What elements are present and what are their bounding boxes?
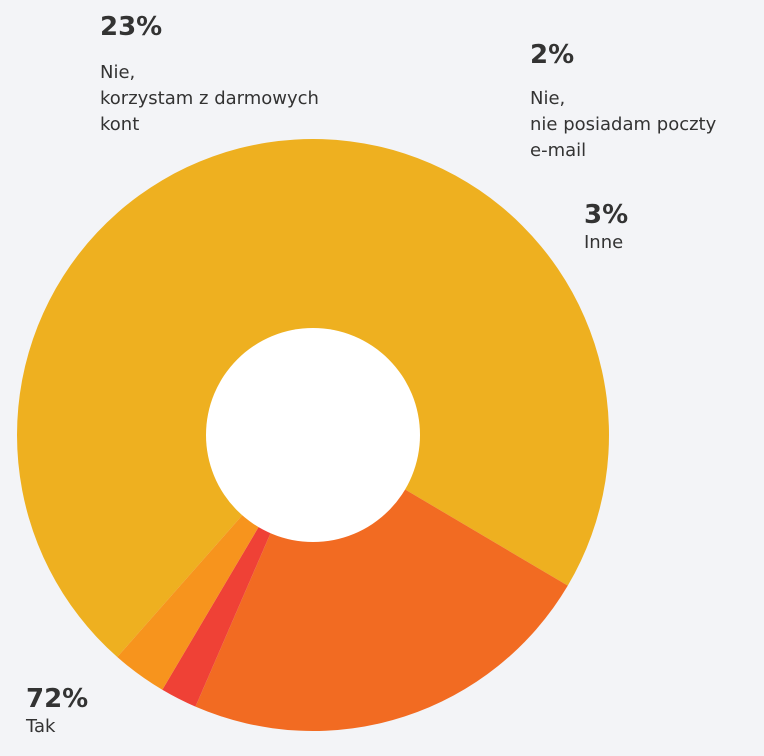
slice-label-darmowe: 23% Nie, korzystam z darmowych kont <box>100 12 319 138</box>
slice-label-brak-poczty: 2% Nie, nie posiadam poczty e-mail <box>530 40 716 164</box>
slice-label-tak: 72% Tak <box>26 684 88 740</box>
slice-percent-tak: 72% <box>26 684 89 714</box>
slice-label-inne: 3% Inne <box>584 200 628 256</box>
slice-percent-brak-poczty: 2% <box>530 40 575 70</box>
slice-text-inne: Inne <box>584 232 624 253</box>
slice-percent-inne: 3% <box>584 200 629 230</box>
slice-text-darmowe: Nie, korzystam z darmowych kont <box>100 62 319 135</box>
slice-text-brak-poczty: Nie, nie posiadam poczty e-mail <box>530 88 717 161</box>
slice-text-tak: Tak <box>26 716 56 737</box>
donut-hole <box>206 328 420 542</box>
slice-percent-darmowe: 23% <box>100 12 163 42</box>
